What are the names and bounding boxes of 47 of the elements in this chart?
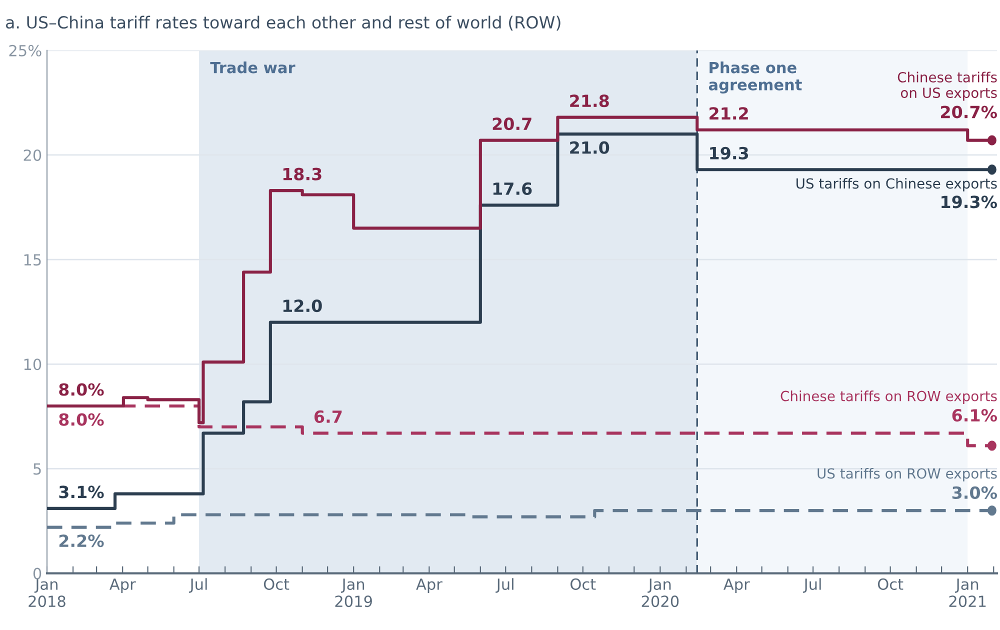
data-label: 8.0% (59, 383, 104, 396)
data-label: 6.7 (314, 410, 342, 423)
point (987, 505, 996, 516)
x-tick-label: Apr (724, 578, 750, 593)
y-tick-label: 20 (24, 149, 42, 161)
x-tick-label: Apr (416, 578, 442, 593)
y-tick-label: 0 (33, 568, 42, 580)
data-label: 21.2 (710, 107, 748, 120)
chart-title: a. US–China tariff rates toward each other and rest of world (ROW) (6, 16, 560, 31)
x-tick-label: Jan 2019 (335, 578, 372, 608)
x-tick-label: Jul (803, 578, 821, 593)
data-label: 19.3% (942, 196, 997, 208)
data-label: 6.1% (952, 408, 997, 422)
data-label: 3.0% (952, 486, 997, 499)
text: Chinese tariffs on ROW exports (780, 390, 997, 404)
series-label: US tariffs on ROW exports (818, 468, 997, 482)
band-label: Phase one agreement (708, 62, 802, 94)
y-tick-label: 5 (34, 463, 41, 475)
y-tick-label: 10 (24, 358, 42, 370)
data-label: 3.1% (59, 486, 104, 498)
data-label: 2.2% (59, 534, 104, 548)
text: Chinese tariffs on US exports (898, 72, 997, 101)
x-tick-label: Oct (878, 578, 904, 590)
x-tick-label: Jan 2021 (949, 578, 986, 608)
data-label: 20.7 (492, 118, 532, 130)
band-label: Trade war (210, 62, 296, 74)
point (987, 135, 996, 146)
x-tick-label: Jan 2020 (642, 578, 679, 608)
data-label: 18.3 (283, 168, 322, 180)
x-tick-label: Jul (189, 578, 207, 593)
x-tick-label: Jan 2018 (28, 578, 66, 608)
data-label: 17.6 (493, 182, 532, 196)
data-label: 12.0 (283, 300, 322, 312)
x-tick-label: Oct (264, 578, 290, 590)
point (987, 440, 996, 451)
x-tick-label: Jul (496, 578, 514, 593)
y-tick-label: 25% (9, 44, 42, 56)
x-tick-label: Oct (570, 578, 596, 590)
data-label: 8.0% (59, 413, 104, 426)
y-tick-label: 15 (24, 254, 41, 266)
data-label: 21.8 (570, 94, 609, 108)
x-tick-label: Apr (110, 578, 136, 593)
series-label: US tariffs on Chinese exports (796, 178, 997, 192)
point (987, 164, 996, 175)
data-label: 19.3 (710, 146, 748, 160)
data-label: 21.0 (570, 141, 610, 154)
data-label: 20.7% (941, 106, 997, 118)
